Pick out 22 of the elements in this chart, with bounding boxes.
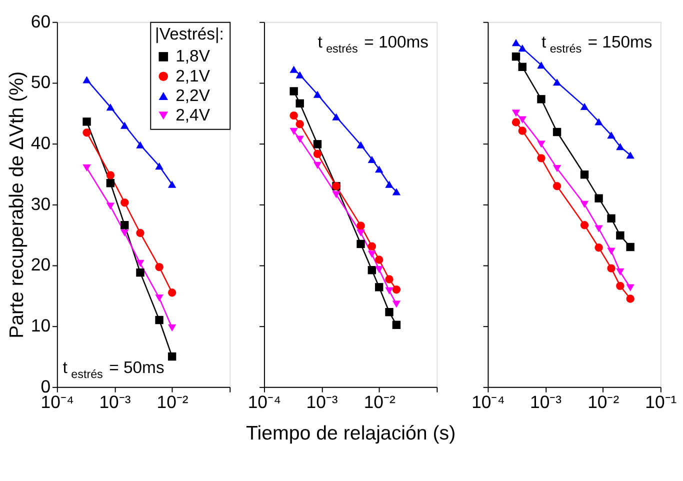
y-tick-label: 20 xyxy=(30,254,51,275)
x-tick-label: 10⁻¹ xyxy=(645,392,677,412)
y-tick-label: 10 xyxy=(30,315,51,336)
x-tick-label: 10⁻² xyxy=(364,392,396,412)
x-tick-label: 10⁻⁴ xyxy=(248,392,282,412)
y-tick-label: 60 xyxy=(30,11,51,32)
y-tick-label: 40 xyxy=(30,132,51,153)
y-tick-label: 30 xyxy=(30,194,51,214)
y-tick-label: 50 xyxy=(30,72,51,92)
x-tick-label: 10⁻³ xyxy=(530,392,562,412)
x-tick-label: 10⁻⁴ xyxy=(472,392,505,412)
legend-label: 2,4V xyxy=(176,106,211,125)
legend-title: |Vestrés|: xyxy=(155,24,224,44)
legend-label: 2,2V xyxy=(176,86,211,105)
legend-label: 2,1V xyxy=(176,66,211,86)
legend-label: 1,8V xyxy=(176,46,211,66)
x-tick-label: 10⁻³ xyxy=(99,392,131,412)
y-axis-title: Parte recuperable de ΔVth (%) xyxy=(6,71,28,338)
x-tick-label: 10⁻² xyxy=(588,392,620,412)
x-tick-label: 10⁻² xyxy=(156,392,188,412)
x-axis-title: Tiempo de relajación (s) xyxy=(246,422,456,444)
x-tick-label: 10⁻³ xyxy=(306,392,338,412)
